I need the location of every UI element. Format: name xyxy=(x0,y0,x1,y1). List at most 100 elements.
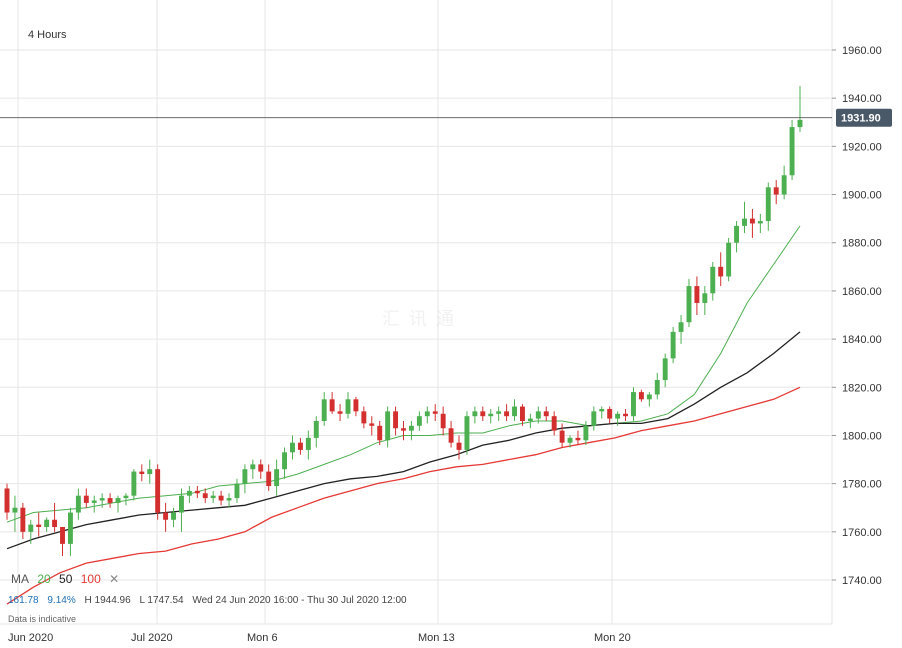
candle xyxy=(623,408,628,421)
candle-body xyxy=(290,442,295,453)
candle xyxy=(274,459,280,496)
legend-ma20[interactable]: 20 xyxy=(37,572,51,586)
candle-body xyxy=(765,187,771,222)
candle xyxy=(448,421,454,448)
candle-body xyxy=(797,119,803,128)
candle xyxy=(393,406,399,436)
candle-body xyxy=(210,495,216,499)
candle-body xyxy=(496,411,502,414)
candle-body xyxy=(559,430,565,443)
candle-body xyxy=(353,399,359,412)
candle-body xyxy=(686,286,692,323)
candle xyxy=(163,502,169,532)
candle xyxy=(99,493,105,508)
candle xyxy=(726,237,732,282)
candle-body xyxy=(527,418,533,421)
candle xyxy=(551,411,557,436)
y-tick-label: 1780.00 xyxy=(842,479,882,491)
y-tick-label: 1840.00 xyxy=(842,334,882,346)
candle-body xyxy=(710,266,716,294)
candle-body xyxy=(155,469,161,513)
candle-body xyxy=(432,411,438,414)
candle-body xyxy=(543,411,549,417)
candle-body xyxy=(702,293,708,303)
candle xyxy=(472,406,478,424)
candle-body xyxy=(345,399,351,414)
candle-body xyxy=(749,218,755,224)
close-icon[interactable]: ✕ xyxy=(109,572,120,586)
candle xyxy=(369,416,375,436)
x-tick-label: Mon 20 xyxy=(594,632,631,644)
candle-body xyxy=(234,483,240,499)
candle-body xyxy=(504,411,510,417)
candle-body xyxy=(20,507,26,532)
candle-body xyxy=(52,519,58,527)
candle-body xyxy=(75,495,81,513)
y-tick-label: 1960.00 xyxy=(842,45,882,57)
candle-body xyxy=(694,286,700,303)
candle-body xyxy=(393,411,399,429)
candle-body xyxy=(480,411,486,417)
candle-body xyxy=(377,425,383,441)
candle-body xyxy=(638,392,644,400)
candle xyxy=(250,459,256,479)
candle xyxy=(282,447,288,479)
candle-body xyxy=(678,322,684,332)
candle xyxy=(28,519,34,544)
candle xyxy=(599,406,605,419)
candle-body xyxy=(123,495,129,499)
legend-ma50[interactable]: 50 xyxy=(59,572,73,586)
legend-ma-label: MA xyxy=(11,572,29,586)
candle xyxy=(179,488,184,532)
candle xyxy=(266,464,272,491)
candle-body xyxy=(321,399,327,421)
legend-ma100[interactable]: 100 xyxy=(80,572,101,586)
candle xyxy=(702,286,708,315)
candle xyxy=(797,86,803,132)
candle-body xyxy=(464,416,470,450)
candle-body xyxy=(551,416,557,431)
ma-100-line xyxy=(6,386,801,605)
y-tick-label: 1920.00 xyxy=(842,141,882,153)
candle xyxy=(670,327,676,364)
candle-body xyxy=(131,471,137,496)
y-tick-label: 1760.00 xyxy=(842,527,882,539)
candle xyxy=(171,507,176,527)
candle xyxy=(615,411,621,426)
candle-body xyxy=(83,495,89,503)
candle xyxy=(361,406,367,429)
candle xyxy=(765,182,771,231)
candle xyxy=(123,493,129,506)
candle xyxy=(749,209,755,238)
candle xyxy=(781,165,787,200)
candle xyxy=(607,406,613,424)
candle-body xyxy=(408,425,414,431)
candle-body xyxy=(615,413,621,419)
candle xyxy=(519,404,525,426)
candle xyxy=(480,406,486,421)
candle-body xyxy=(361,411,367,424)
current-price-label: 1931.90 xyxy=(841,113,881,125)
candle xyxy=(424,406,430,424)
candle xyxy=(337,404,343,421)
candle-body xyxy=(424,411,430,417)
candle-body xyxy=(646,394,652,400)
candle xyxy=(583,421,589,446)
candle-body xyxy=(488,413,494,417)
candle xyxy=(329,392,335,414)
x-axis: Jun 2020 Jul 2020 Mon 6 Mon 13 Mon 20 xyxy=(8,632,631,644)
candle xyxy=(440,406,446,436)
candle-body xyxy=(519,406,525,421)
candle-body xyxy=(535,411,541,419)
candle-body xyxy=(456,442,462,450)
candle-body xyxy=(218,495,224,501)
candle-body xyxy=(44,519,50,527)
candle xyxy=(773,180,779,205)
candle xyxy=(535,406,541,424)
candle-body xyxy=(115,498,121,503)
candle-body xyxy=(266,471,272,487)
watermark: 汇 讯 通 xyxy=(382,309,457,329)
candle xyxy=(432,404,438,421)
candle-body xyxy=(99,498,105,501)
candle-body xyxy=(12,507,18,513)
